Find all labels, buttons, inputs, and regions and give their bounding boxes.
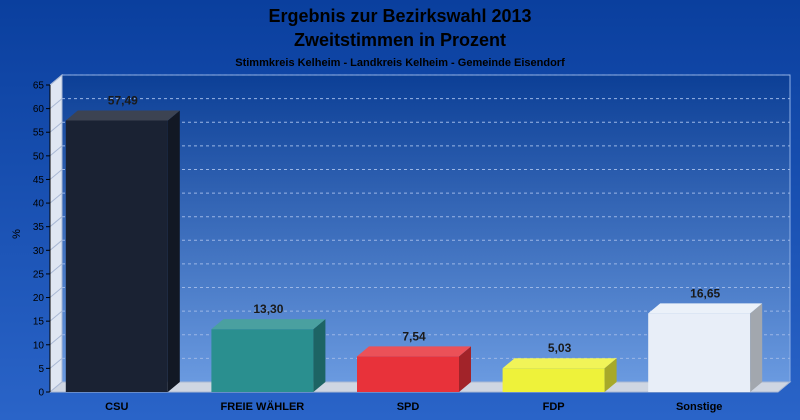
grid-line-side — [49, 145, 63, 157]
grid-line-side — [49, 169, 63, 180]
bar-group: 5,03 — [502, 341, 617, 392]
y-tick-label: 35 — [33, 222, 45, 233]
bar-front — [357, 356, 459, 392]
y-tick-label: 55 — [33, 128, 45, 139]
y-tick-label: 45 — [33, 175, 45, 186]
bar-side — [604, 358, 617, 392]
x-axis-labels: CSU FREIE WÄHLER SPD FDP Sonstige — [105, 400, 722, 413]
x-tick-label: CSU — [105, 401, 128, 413]
bar-value-label: 13,30 — [253, 302, 283, 316]
grid-line-side — [49, 358, 63, 369]
y-tick-label: 60 — [33, 104, 45, 115]
grid-line-side — [49, 74, 63, 86]
y-tick-label: 5 — [38, 364, 44, 375]
y-tick-label: 50 — [33, 151, 45, 162]
bars: 57,49 13,30 7,54 5,03 16,65 — [65, 93, 763, 392]
bar-value-label: 57,49 — [108, 93, 138, 107]
y-tick-label: 30 — [33, 246, 45, 257]
grid-line-side — [49, 239, 63, 251]
bar-group: 7,54 — [357, 329, 471, 392]
y-tick-label: 25 — [33, 269, 45, 280]
grid-line-side — [49, 287, 63, 298]
bar-front — [65, 120, 168, 392]
bar-side — [750, 303, 763, 392]
bar-side — [167, 110, 180, 392]
chart-title: Ergebnis zur Bezirkswahl 2013 — [268, 6, 531, 26]
bar-value-label: 5,03 — [548, 341, 572, 355]
bar-group: 57,49 — [65, 93, 180, 392]
y-tick-label: 20 — [33, 293, 45, 304]
bar-top — [357, 346, 471, 357]
bar-top — [65, 110, 180, 121]
grid-line-side — [49, 310, 63, 322]
y-tick-label: 40 — [33, 199, 45, 210]
y-tick-label: 0 — [38, 388, 44, 399]
x-tick-label: SPD — [397, 401, 420, 413]
x-tick-label: FDP — [543, 401, 565, 413]
grid-line-side — [49, 98, 63, 109]
bar-front — [502, 368, 605, 392]
y-tick-label: 65 — [33, 81, 45, 92]
bar-top — [648, 303, 763, 314]
bar-front — [211, 329, 314, 392]
bar-front — [648, 313, 751, 392]
bar-value-label: 7,54 — [402, 329, 426, 343]
grid-line-side — [49, 263, 63, 275]
chart-caption: Stimmkreis Kelheim - Landkreis Kelheim -… — [235, 57, 565, 69]
chart-subtitle: Zweitstimmen in Prozent — [294, 30, 506, 50]
y-tick-label: 10 — [33, 340, 45, 351]
bar-value-label: 16,65 — [690, 286, 720, 300]
grid-line-side — [49, 334, 63, 346]
x-tick-label: Sonstige — [676, 401, 722, 413]
y-tick-label: 15 — [33, 317, 45, 328]
y-axis-label: % — [11, 229, 23, 239]
grid-line-side — [49, 192, 63, 204]
grid-line-side — [49, 216, 63, 228]
x-tick-label: FREIE WÄHLER — [221, 400, 305, 413]
bar-top — [502, 358, 617, 369]
bar-group: 16,65 — [648, 286, 763, 392]
y-axis-ticks: 0 5 10 15 20 25 30 35 40 45 50 55 60 65 — [33, 81, 51, 399]
plot-left-wall — [49, 73, 63, 394]
bar-top — [211, 319, 326, 330]
grid-line-side — [49, 121, 63, 133]
bar-side — [459, 346, 471, 392]
bar-group: 13,30 — [211, 302, 326, 392]
bar-side — [313, 319, 326, 392]
